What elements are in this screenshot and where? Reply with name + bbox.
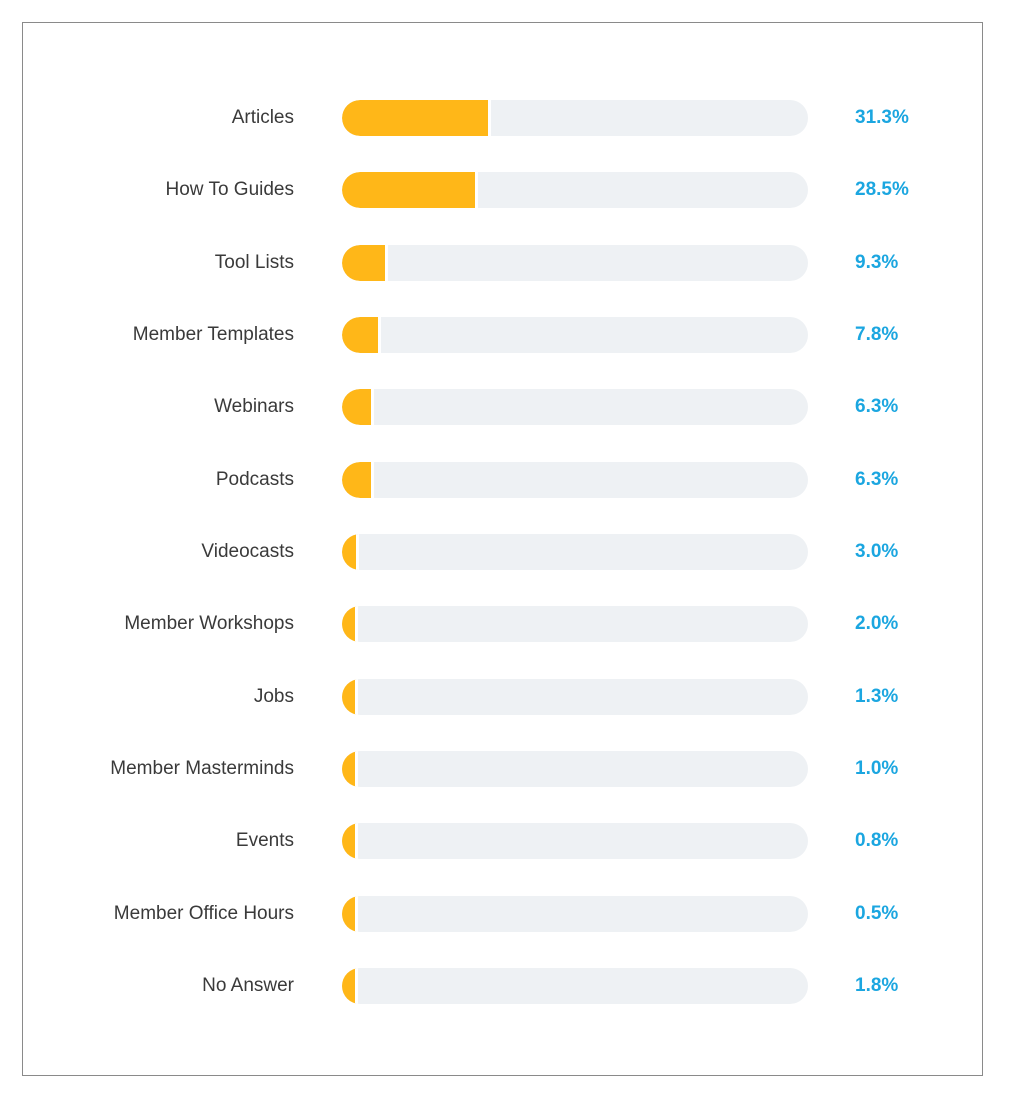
value-label: 6.3% bbox=[855, 469, 899, 490]
bar-fill bbox=[342, 896, 358, 932]
bar-fill bbox=[342, 823, 358, 859]
category-label: Member Workshops bbox=[124, 613, 294, 634]
bar-track bbox=[342, 823, 808, 859]
bar-row: Videocasts 3.0% bbox=[23, 534, 984, 570]
bar-track bbox=[342, 968, 808, 1004]
bar-fill bbox=[342, 968, 358, 1004]
bar-row: Events 0.8% bbox=[23, 823, 984, 859]
bar-fill bbox=[342, 606, 358, 642]
bar-row: Webinars 6.3% bbox=[23, 389, 984, 425]
bar-track bbox=[342, 679, 808, 715]
value-label: 1.0% bbox=[855, 758, 899, 779]
category-label: Podcasts bbox=[215, 469, 294, 490]
value-label: 0.5% bbox=[855, 903, 899, 924]
value-label: 3.0% bbox=[855, 541, 899, 562]
bar-fill bbox=[342, 751, 358, 787]
value-label: 2.0% bbox=[855, 613, 899, 634]
bar-fill bbox=[342, 172, 478, 208]
bar-track bbox=[342, 751, 808, 787]
bar-row: How To Guides 28.5% bbox=[23, 172, 984, 208]
bar-row: No Answer 1.8% bbox=[23, 968, 984, 1004]
bar-row: Member Office Hours 0.5% bbox=[23, 896, 984, 932]
category-label: Events bbox=[235, 830, 294, 851]
bar-fill bbox=[342, 679, 358, 715]
bar-track bbox=[342, 896, 808, 932]
category-label: Jobs bbox=[253, 686, 294, 707]
bar-fill bbox=[342, 100, 491, 136]
value-label: 9.3% bbox=[855, 252, 899, 273]
bar-row: Jobs 1.3% bbox=[23, 679, 984, 715]
bar-track bbox=[342, 317, 808, 353]
bar-track bbox=[342, 389, 808, 425]
bar-fill bbox=[342, 389, 374, 425]
bar-row: Tool Lists 9.3% bbox=[23, 245, 984, 281]
value-label: 1.8% bbox=[855, 975, 899, 996]
category-label: Webinars bbox=[214, 396, 294, 417]
bar-row: Podcasts 6.3% bbox=[23, 462, 984, 498]
value-label: 6.3% bbox=[855, 396, 899, 417]
bar-fill bbox=[342, 534, 359, 570]
value-label: 1.3% bbox=[855, 686, 899, 707]
bar-track bbox=[342, 172, 808, 208]
bar-row: Member Templates 7.8% bbox=[23, 317, 984, 353]
bar-row: Member Masterminds 1.0% bbox=[23, 751, 984, 787]
value-label: 28.5% bbox=[855, 179, 909, 200]
bar-fill bbox=[342, 245, 388, 281]
category-label: Videocasts bbox=[201, 541, 294, 562]
bar-row: Articles 31.3% bbox=[23, 100, 984, 136]
value-label: 31.3% bbox=[855, 107, 909, 128]
category-label: Member Templates bbox=[132, 324, 294, 345]
value-label: 0.8% bbox=[855, 830, 899, 851]
category-label: No Answer bbox=[202, 975, 294, 996]
bar-track bbox=[342, 606, 808, 642]
bar-fill bbox=[342, 317, 381, 353]
value-label: 7.8% bbox=[855, 324, 899, 345]
bar-row: Member Workshops 2.0% bbox=[23, 606, 984, 642]
category-label: Articles bbox=[231, 107, 294, 128]
bar-track bbox=[342, 245, 808, 281]
category-label: Member Masterminds bbox=[110, 758, 294, 779]
bar-track bbox=[342, 100, 808, 136]
bar-track bbox=[342, 534, 808, 570]
category-label: How To Guides bbox=[165, 179, 295, 200]
category-label: Tool Lists bbox=[214, 252, 294, 273]
bar-fill bbox=[342, 462, 374, 498]
chart-frame: Articles 31.3% How To Guides 28.5% Tool List… bbox=[22, 22, 983, 1076]
bar-track bbox=[342, 462, 808, 498]
category-label: Member Office Hours bbox=[113, 903, 294, 924]
